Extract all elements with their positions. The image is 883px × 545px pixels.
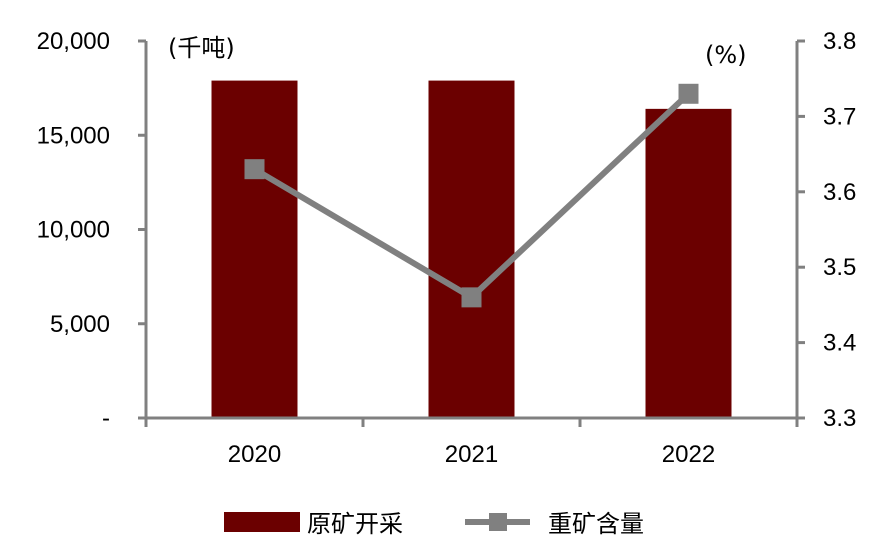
legend-label-bar: 原矿开采: [307, 510, 403, 538]
labels-layer: - 5,000 10,000 15,000 20,000 3.3 3.4 3.5 3.6 3.7 3…: [37, 28, 857, 468]
bar-2020: [211, 80, 298, 419]
right-axis-tick-label: 3.7: [823, 103, 856, 130]
right-axis-unit-label: (%): [705, 41, 747, 69]
left-axis-unit-label: (千吨): [168, 34, 235, 62]
right-axis-tick-label: 3.8: [823, 28, 856, 55]
right-axis-tick-label: 3.4: [823, 330, 856, 357]
line-marker-2022: [678, 83, 699, 104]
left-axis-tick-label: 15,000: [37, 122, 110, 149]
left-axis-tick-label: 20,000: [37, 28, 110, 55]
legend-swatch-marker: [489, 513, 507, 531]
x-axis-tick-label: 2021: [445, 441, 498, 468]
legend-label-line: 重矿含量: [548, 510, 644, 538]
legend-swatch-bar: [224, 512, 300, 532]
line-marker-2020: [244, 159, 265, 180]
left-axis-tick-label: 10,000: [37, 217, 110, 244]
left-axis-tick-label: -: [102, 405, 110, 432]
bars-layer: [211, 80, 732, 419]
line-marker-2021: [461, 287, 482, 308]
x-axis-tick-label: 2020: [228, 441, 281, 468]
line-layer: [244, 83, 699, 308]
right-axis-tick-label: 3.5: [823, 254, 856, 281]
left-axis-tick-label: 5,000: [50, 311, 110, 338]
bar-2021: [428, 80, 515, 419]
axes-layer: [138, 39, 805, 427]
bar-2022: [645, 108, 732, 419]
legend: 原矿开采 重矿含量: [224, 510, 644, 538]
right-axis-tick-label: 3.6: [823, 179, 856, 206]
right-axis-tick-label: 3.3: [823, 405, 856, 432]
x-axis-tick-label: 2022: [662, 441, 715, 468]
